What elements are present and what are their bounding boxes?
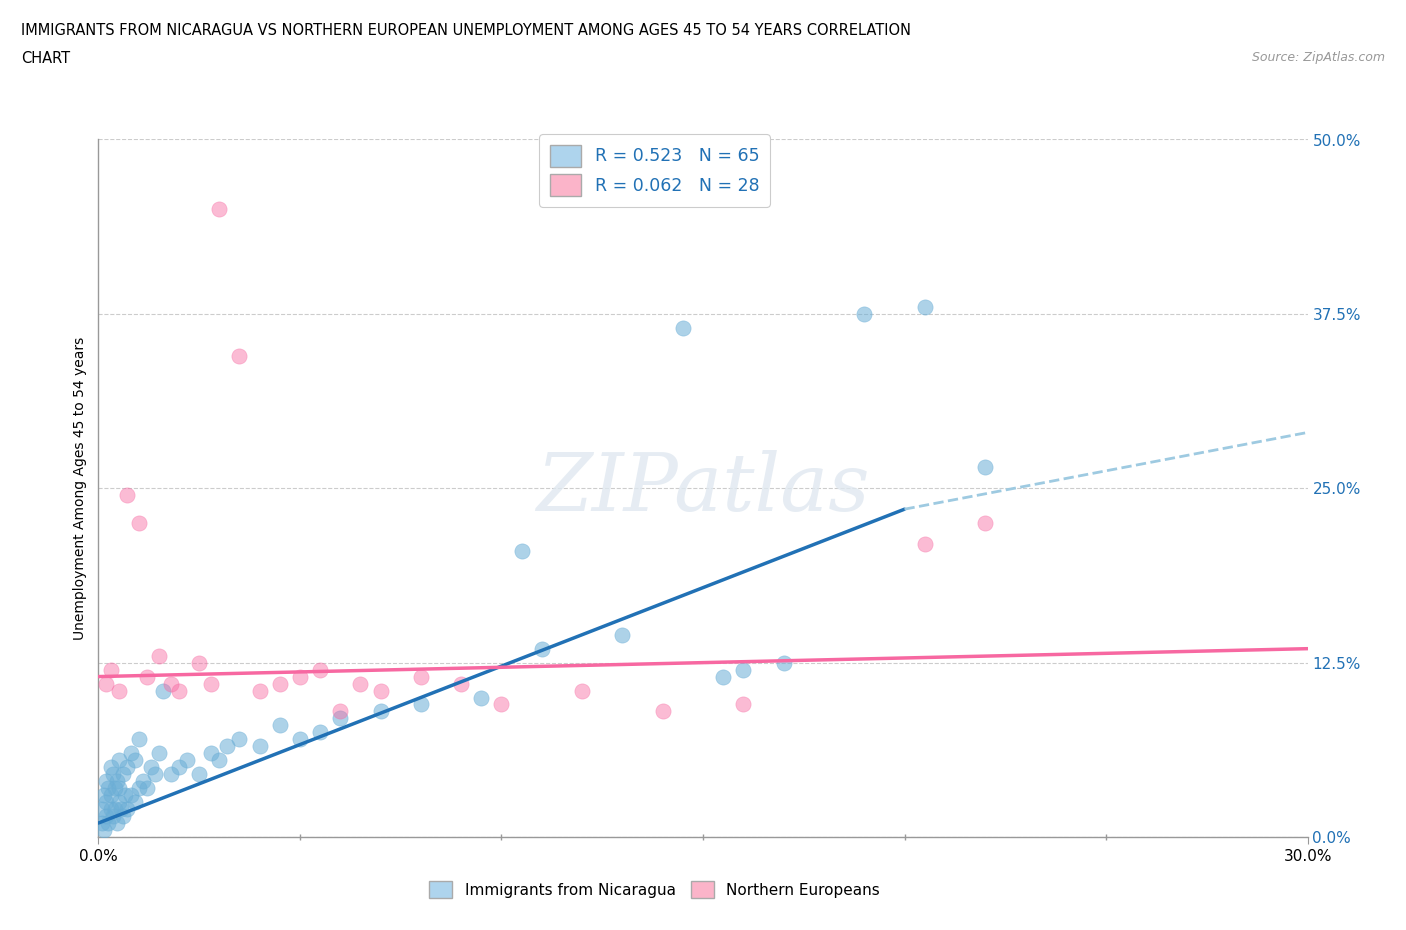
Point bbox=[510, 543, 533, 558]
Y-axis label: Unemployment Among Ages 45 to 54 years: Unemployment Among Ages 45 to 54 years bbox=[73, 337, 87, 640]
Point bbox=[100, 802, 122, 817]
Point bbox=[733, 662, 755, 677]
Point bbox=[105, 816, 128, 830]
Point bbox=[120, 746, 142, 761]
Point bbox=[135, 670, 157, 684]
Point bbox=[329, 704, 352, 719]
Point bbox=[208, 753, 231, 768]
Point bbox=[176, 753, 198, 768]
Point bbox=[124, 794, 146, 809]
Point bbox=[132, 774, 155, 789]
Point bbox=[249, 738, 271, 753]
Point bbox=[672, 320, 695, 335]
Point bbox=[115, 487, 138, 502]
Point bbox=[115, 802, 138, 817]
Point bbox=[269, 718, 291, 733]
Point bbox=[148, 648, 170, 663]
Point bbox=[96, 676, 118, 691]
Point bbox=[97, 816, 120, 830]
Point bbox=[309, 725, 332, 740]
Point bbox=[107, 753, 129, 768]
Text: ZIPatlas: ZIPatlas bbox=[536, 449, 870, 527]
Point bbox=[217, 738, 239, 753]
Point bbox=[733, 698, 755, 712]
Point bbox=[111, 809, 134, 824]
Point bbox=[111, 766, 134, 781]
Point bbox=[135, 781, 157, 796]
Point bbox=[115, 760, 138, 775]
Point bbox=[914, 299, 936, 314]
Point bbox=[100, 760, 122, 775]
Point bbox=[349, 676, 371, 691]
Point bbox=[91, 816, 114, 830]
Point bbox=[228, 732, 250, 747]
Point bbox=[107, 781, 129, 796]
Point bbox=[249, 683, 271, 698]
Point bbox=[269, 676, 291, 691]
Point bbox=[200, 676, 222, 691]
Point bbox=[152, 683, 174, 698]
Text: IMMIGRANTS FROM NICARAGUA VS NORTHERN EUROPEAN UNEMPLOYMENT AMONG AGES 45 TO 54 : IMMIGRANTS FROM NICARAGUA VS NORTHERN EU… bbox=[21, 23, 911, 38]
Text: Source: ZipAtlas.com: Source: ZipAtlas.com bbox=[1251, 51, 1385, 64]
Point bbox=[101, 809, 124, 824]
Point bbox=[409, 698, 432, 712]
Point bbox=[288, 670, 311, 684]
Point bbox=[974, 460, 997, 474]
Point bbox=[101, 766, 124, 781]
Point bbox=[97, 781, 120, 796]
Point bbox=[853, 307, 876, 322]
Text: CHART: CHART bbox=[21, 51, 70, 66]
Legend: Immigrants from Nicaragua, Northern Europeans: Immigrants from Nicaragua, Northern Euro… bbox=[422, 873, 887, 906]
Point bbox=[409, 670, 432, 684]
Point bbox=[651, 704, 673, 719]
Point bbox=[974, 515, 997, 530]
Point bbox=[772, 655, 794, 670]
Point bbox=[139, 760, 162, 775]
Point bbox=[100, 662, 122, 677]
Point bbox=[370, 704, 392, 719]
Point bbox=[491, 698, 513, 712]
Point bbox=[200, 746, 222, 761]
Point bbox=[160, 766, 183, 781]
Point bbox=[93, 823, 115, 837]
Point bbox=[120, 788, 142, 803]
Point bbox=[114, 788, 136, 803]
Point bbox=[160, 676, 183, 691]
Point bbox=[571, 683, 593, 698]
Point bbox=[208, 202, 231, 217]
Point bbox=[612, 628, 634, 643]
Point bbox=[914, 537, 936, 551]
Point bbox=[96, 774, 118, 789]
Point bbox=[530, 642, 553, 657]
Point bbox=[128, 781, 150, 796]
Point bbox=[329, 711, 352, 725]
Point bbox=[143, 766, 166, 781]
Point bbox=[96, 794, 118, 809]
Point bbox=[128, 732, 150, 747]
Point bbox=[124, 753, 146, 768]
Point bbox=[100, 788, 122, 803]
Point bbox=[450, 676, 472, 691]
Point bbox=[110, 802, 132, 817]
Point bbox=[148, 746, 170, 761]
Point bbox=[167, 683, 190, 698]
Point bbox=[103, 781, 125, 796]
Point bbox=[107, 683, 129, 698]
Point bbox=[228, 349, 250, 364]
Point bbox=[96, 809, 118, 824]
Point bbox=[711, 670, 734, 684]
Point bbox=[188, 766, 211, 781]
Point bbox=[128, 515, 150, 530]
Point bbox=[309, 662, 332, 677]
Point bbox=[188, 655, 211, 670]
Point bbox=[93, 788, 115, 803]
Point bbox=[470, 690, 492, 705]
Point bbox=[370, 683, 392, 698]
Point bbox=[103, 802, 125, 817]
Point bbox=[107, 794, 129, 809]
Point bbox=[91, 802, 114, 817]
Point bbox=[105, 774, 128, 789]
Point bbox=[288, 732, 311, 747]
Point bbox=[167, 760, 190, 775]
